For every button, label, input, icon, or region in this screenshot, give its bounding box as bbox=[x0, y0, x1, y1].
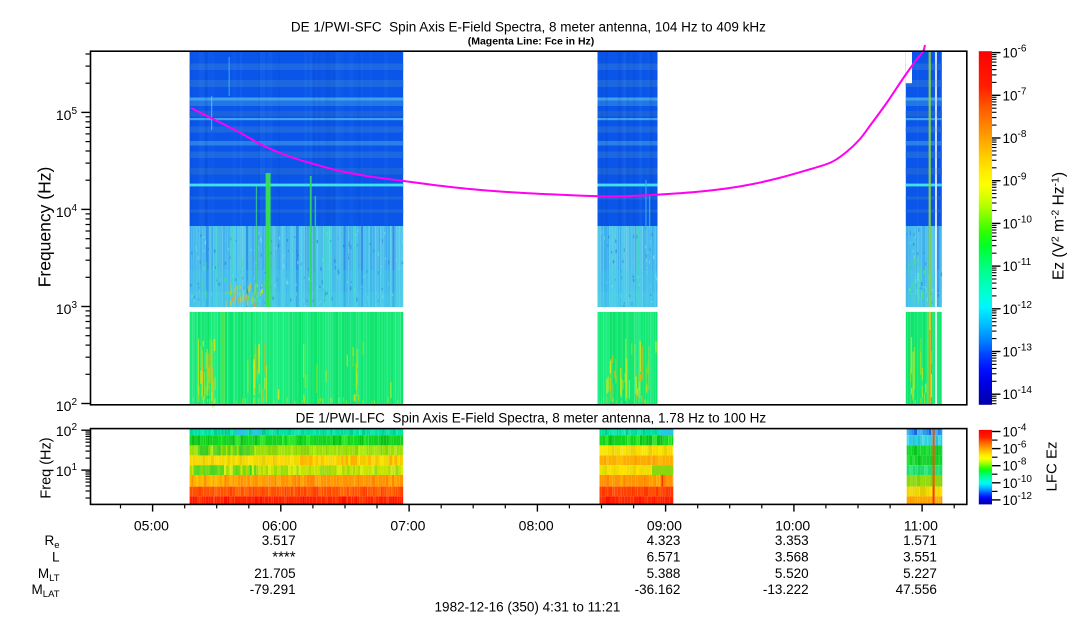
svg-text:L: L bbox=[52, 549, 60, 564]
svg-text:5.227: 5.227 bbox=[903, 566, 937, 581]
svg-text:11:00: 11:00 bbox=[904, 518, 938, 534]
svg-text:07:00: 07:00 bbox=[390, 518, 425, 534]
svg-text:1.571: 1.571 bbox=[903, 533, 937, 548]
svg-text:06:00: 06:00 bbox=[262, 518, 297, 534]
svg-text:4.323: 4.323 bbox=[647, 533, 681, 548]
svg-text:05:00: 05:00 bbox=[134, 518, 169, 534]
svg-text:1982-12-16 (350) 4:31 to 11:21: 1982-12-16 (350) 4:31 to 11:21 bbox=[435, 599, 621, 614]
svg-text:3.568: 3.568 bbox=[775, 549, 809, 564]
svg-text:DE 1/PWI-LFC Spin Axis E-Fiel: DE 1/PWI-LFC Spin Axis E-Field Spectra, … bbox=[296, 410, 767, 425]
svg-text:3.517: 3.517 bbox=[262, 533, 296, 548]
svg-text:Frequency (Hz): Frequency (Hz) bbox=[35, 167, 55, 288]
svg-text:3.353: 3.353 bbox=[775, 533, 809, 548]
svg-text:-13.222: -13.222 bbox=[763, 582, 809, 597]
svg-text:Freq (Hz): Freq (Hz) bbox=[39, 437, 55, 498]
svg-text:47.556: 47.556 bbox=[896, 582, 937, 597]
svg-text:08:00: 08:00 bbox=[519, 518, 554, 534]
svg-text:21.705: 21.705 bbox=[254, 566, 295, 581]
svg-text:Ez (V2 m-2 Hz-1): Ez (V2 m-2 Hz-1) bbox=[1050, 172, 1068, 280]
svg-text:-36.162: -36.162 bbox=[635, 582, 681, 597]
svg-text:****: **** bbox=[272, 548, 296, 565]
svg-text:10:00: 10:00 bbox=[775, 518, 810, 534]
svg-text:(Magenta Line: Fce in Hz): (Magenta Line: Fce in Hz) bbox=[468, 36, 595, 48]
svg-text:3.551: 3.551 bbox=[903, 549, 937, 564]
svg-text:09:00: 09:00 bbox=[647, 518, 682, 534]
svg-text:-79.291: -79.291 bbox=[250, 582, 296, 597]
svg-text:DE 1/PWI-SFC Spin Axis E-Fiel: DE 1/PWI-SFC Spin Axis E-Field Spectra, … bbox=[291, 20, 766, 35]
svg-text:5.388: 5.388 bbox=[647, 566, 681, 581]
svg-text:LFC Ez: LFC Ez bbox=[1044, 441, 1061, 491]
svg-text:6.571: 6.571 bbox=[647, 549, 681, 564]
svg-text:5.520: 5.520 bbox=[775, 566, 809, 581]
